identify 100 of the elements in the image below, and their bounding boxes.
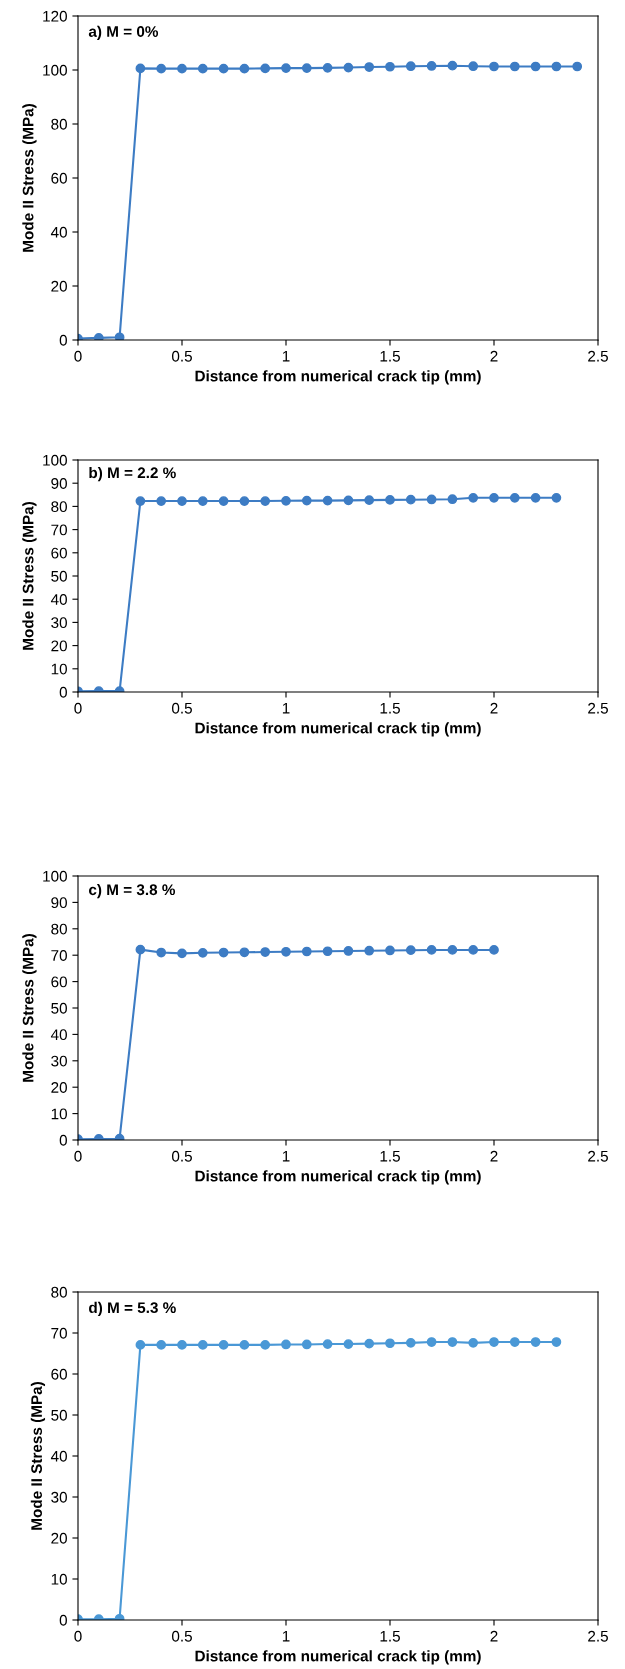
point	[322, 946, 333, 957]
point	[343, 62, 354, 73]
y-tick-label: 10	[51, 663, 67, 675]
point	[260, 496, 271, 506]
x-tick-label: 1.5	[380, 350, 400, 362]
point	[468, 1337, 479, 1348]
point	[489, 492, 499, 503]
point	[426, 494, 437, 505]
point	[260, 1340, 271, 1350]
point	[468, 61, 479, 72]
point	[551, 492, 562, 503]
x-tick-label: 0	[74, 1150, 82, 1162]
point	[509, 61, 520, 72]
point	[135, 63, 146, 74]
point	[218, 947, 229, 958]
y-tick-label: 50	[51, 1002, 67, 1014]
point	[364, 945, 375, 956]
point	[343, 495, 354, 506]
point	[177, 496, 187, 506]
x-axis-title: Distance from numerical crack tip (mm)	[195, 1170, 481, 1185]
x-tick-label: 1	[282, 350, 290, 362]
y-tick-label: 20	[51, 640, 67, 652]
point	[385, 1338, 395, 1349]
x-tick-label: 0.5	[171, 1630, 192, 1642]
point	[197, 1340, 208, 1350]
point	[385, 945, 395, 956]
y-tick-label: 80	[51, 118, 67, 130]
y-tick-label: 20	[51, 1082, 67, 1093]
text: a) M = 0%	[88, 25, 159, 40]
x-axis-title: Distance from numerical crack tip (mm)	[195, 722, 481, 737]
y-axis-title: Mode II Stress (MPa)	[22, 502, 37, 650]
chart-title: b) M = 2.2 %	[89, 466, 176, 482]
point	[177, 63, 187, 74]
point	[489, 1337, 499, 1347]
point	[301, 495, 312, 506]
y-tick-label: 90	[51, 897, 67, 909]
x-tick-label: 0.5	[171, 350, 192, 362]
x-tick-label: 1	[282, 1150, 290, 1162]
y-tick-label: 60	[51, 976, 67, 988]
point	[447, 1337, 458, 1347]
x-tick-label: 1.5	[380, 1630, 400, 1642]
point	[239, 947, 250, 958]
y-tick-label: 10	[51, 1573, 67, 1585]
x-tick-label: 0	[74, 350, 82, 362]
y-tick-label: 0	[59, 1134, 67, 1146]
x-tick-label: 1	[282, 1630, 290, 1642]
point	[364, 1338, 375, 1349]
point	[239, 63, 250, 74]
y-tick-label: 60	[51, 172, 67, 184]
x-tick-label: 2	[490, 1150, 498, 1162]
point	[447, 945, 458, 955]
y-tick-label: 90	[51, 478, 67, 489]
point	[239, 496, 250, 506]
y-tick-label: 40	[50, 594, 67, 605]
y-tick-label: 30	[51, 1055, 67, 1067]
point	[426, 1337, 437, 1347]
point	[301, 946, 312, 957]
point	[385, 495, 395, 505]
y-tick-label: 40	[50, 1029, 67, 1041]
y-tick-label: 70	[51, 1327, 67, 1339]
y-tick-label: 70	[51, 950, 67, 961]
point	[572, 61, 583, 72]
point	[239, 1340, 250, 1350]
point	[364, 62, 375, 72]
x-tick-label: 1.5	[380, 702, 400, 714]
y-tick-label: 0	[59, 686, 67, 698]
y-tick-label: 40	[50, 226, 67, 238]
x-tick-label: 0.5	[171, 702, 192, 714]
point	[385, 61, 395, 72]
x-tick-label: 0	[74, 1630, 82, 1642]
y-tick-label: 20	[51, 280, 67, 292]
point	[281, 946, 291, 957]
y-tick-label: 0	[59, 334, 67, 346]
point	[343, 1339, 354, 1349]
point	[301, 63, 312, 73]
y-tick-label: 20	[51, 1532, 67, 1544]
point	[405, 494, 416, 505]
point	[530, 492, 541, 503]
point	[260, 947, 271, 957]
y-tick-label: 120	[43, 10, 67, 22]
x-tick-label: 1.5	[380, 1150, 400, 1162]
x-tick-label: 2.5	[588, 1150, 608, 1162]
point	[322, 62, 333, 73]
x-tick-label: 2	[490, 350, 498, 362]
point	[218, 1340, 229, 1350]
point	[343, 946, 354, 956]
point	[218, 63, 229, 74]
point	[218, 496, 229, 506]
point	[322, 495, 333, 506]
point	[405, 61, 416, 72]
y-tick-label: 30	[51, 617, 67, 629]
point	[197, 947, 208, 958]
point	[405, 1337, 416, 1348]
point	[426, 945, 437, 955]
x-axis-title: Distance from numerical crack tip (mm)	[195, 370, 481, 385]
point	[509, 1337, 520, 1347]
x-tick-label: 2.5	[588, 702, 608, 714]
point	[530, 1337, 541, 1347]
x-tick-label: 1	[282, 702, 290, 714]
chart-title: c) M = 3.8 %	[89, 883, 176, 899]
